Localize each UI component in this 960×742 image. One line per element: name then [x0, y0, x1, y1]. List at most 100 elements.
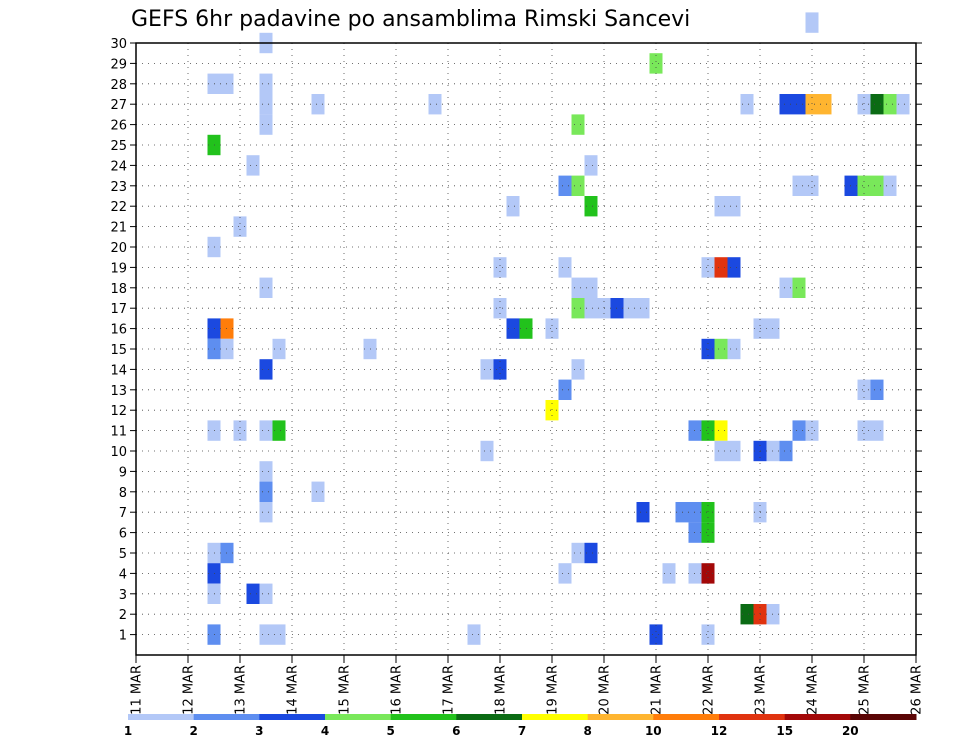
heatmap-cell: [649, 53, 663, 74]
heatmap-cell: [545, 318, 559, 339]
heatmap-cell: [714, 440, 728, 462]
colorbar-tick-label: 7: [518, 724, 526, 738]
heatmap-cell: [714, 257, 728, 278]
heatmap-cell: [506, 196, 520, 217]
heatmap-cell: [259, 481, 273, 502]
y-tick-label: 14: [110, 363, 127, 378]
y-tick-label: 3: [119, 588, 127, 603]
x-tick-label: 17 MAR: [442, 665, 457, 715]
heatmap-cell: [584, 155, 598, 176]
y-tick-label: 7: [119, 506, 127, 521]
heatmap-cell: [506, 318, 520, 339]
heatmap-cell: [558, 175, 572, 196]
y-tick-label: 2: [119, 608, 127, 623]
y-tick-label: 27: [110, 98, 127, 113]
heatmap-cell: [259, 94, 273, 115]
y-tick-label: 24: [110, 159, 127, 174]
colorbar-segment: [456, 714, 523, 720]
x-tick-label: 15 MAR: [338, 665, 353, 715]
heatmap-cell: [792, 175, 806, 196]
heatmap-cell: [493, 298, 507, 319]
heatmap-cell: [714, 420, 728, 441]
heatmap-cell: [779, 277, 793, 298]
heatmap-cell: [259, 583, 273, 604]
heatmap-cell: [233, 420, 247, 441]
colorbar-segment: [390, 714, 457, 720]
heatmap-cell: [311, 94, 325, 115]
colorbar-tick-label: 20: [842, 724, 859, 738]
y-tick-label: 16: [110, 323, 127, 338]
heatmap-cell: [584, 298, 598, 319]
x-tick-label: 14 MAR: [286, 665, 301, 715]
heatmap-cell: [714, 338, 728, 360]
heatmap-cell: [896, 94, 910, 115]
heatmap-cell: [805, 175, 819, 196]
heatmap-cell: [857, 175, 871, 196]
y-tick-label: 21: [110, 221, 127, 236]
colorbar: 1 2 3 4 5 6 7 8 10 12 15 20: [124, 714, 917, 738]
colorbar-tick-label: 6: [452, 724, 460, 738]
heatmap-cell: [623, 298, 637, 319]
heatmap-cell: [727, 196, 741, 217]
y-tick-label: 23: [110, 180, 127, 195]
heatmap-cell: [792, 277, 806, 298]
heatmap-cell: [259, 73, 273, 94]
heatmap-cell: [571, 175, 585, 196]
colorbar-tick-label: 10: [645, 724, 662, 738]
heatmap-cell: [636, 502, 650, 523]
x-tick-label: 18 MAR: [494, 665, 509, 715]
x-tick-label: 23 MAR: [754, 665, 769, 715]
chart-title: GEFS 6hr padavine po ansamblima Rimski S…: [131, 7, 690, 32]
colorbar-tick-label: 15: [776, 724, 793, 738]
y-tick-label: 20: [110, 241, 127, 256]
y-tick-label: 15: [110, 343, 127, 358]
heatmap-cell: [584, 196, 598, 217]
x-tick-label: 11 MAR: [130, 665, 145, 715]
heatmap-cell: [805, 420, 819, 441]
heatmap-cell: [493, 257, 507, 278]
heatmap-cell: [792, 94, 806, 115]
heatmap-cell: [701, 522, 715, 543]
heatmap-cell: [571, 542, 585, 564]
heatmap-cell: [571, 114, 585, 135]
heatmap-cell: [259, 114, 273, 135]
colorbar-segment: [653, 714, 720, 720]
colorbar-segment: [850, 714, 917, 720]
heatmap-cell: [857, 94, 871, 115]
heatmap-cell: [493, 359, 507, 380]
x-tick-label: 19 MAR: [546, 665, 561, 715]
heatmap-cell: [779, 94, 793, 115]
colorbar-tick-label: 2: [190, 724, 198, 738]
heatmap-cell: [870, 94, 884, 115]
colorbar-tick-label: 8: [584, 724, 592, 738]
heatmap-cell: [805, 12, 819, 33]
heatmap-cell: [584, 277, 598, 298]
y-tick-label: 6: [119, 527, 127, 542]
heatmap-cell: [259, 359, 273, 380]
heatmap-cell: [727, 338, 741, 360]
heatmap-cell: [246, 155, 260, 176]
heatmap-cell: [805, 94, 819, 115]
y-tick-label: 25: [110, 139, 127, 154]
heatmap-cell: [558, 563, 572, 584]
colorbar-segment: [522, 714, 589, 720]
heatmap-cell: [727, 257, 741, 278]
y-tick-label: 22: [110, 200, 127, 215]
x-axis: 11 MAR 12 MAR 13 MAR 14 MAR 15 MAR 16 MAR 17 M…: [130, 655, 925, 715]
heatmap-cell: [233, 216, 247, 237]
heatmap-cell: [571, 359, 585, 380]
heatmap-cell: [311, 481, 325, 502]
heatmap-cell: [870, 175, 884, 196]
heatmap-cell: [818, 94, 832, 115]
x-tick-label: 20 MAR: [598, 665, 613, 715]
colorbar-segment: [259, 714, 326, 720]
x-tick-label: 13 MAR: [234, 665, 249, 715]
heatmap-cell: [571, 277, 585, 298]
heatmap-cell: [259, 502, 273, 523]
colorbar-segment: [193, 714, 260, 720]
heatmap-cell: [701, 420, 715, 441]
colorbar-tick-label: 5: [387, 724, 395, 738]
colorbar-segment: [784, 714, 851, 720]
y-tick-label: 26: [110, 119, 127, 134]
